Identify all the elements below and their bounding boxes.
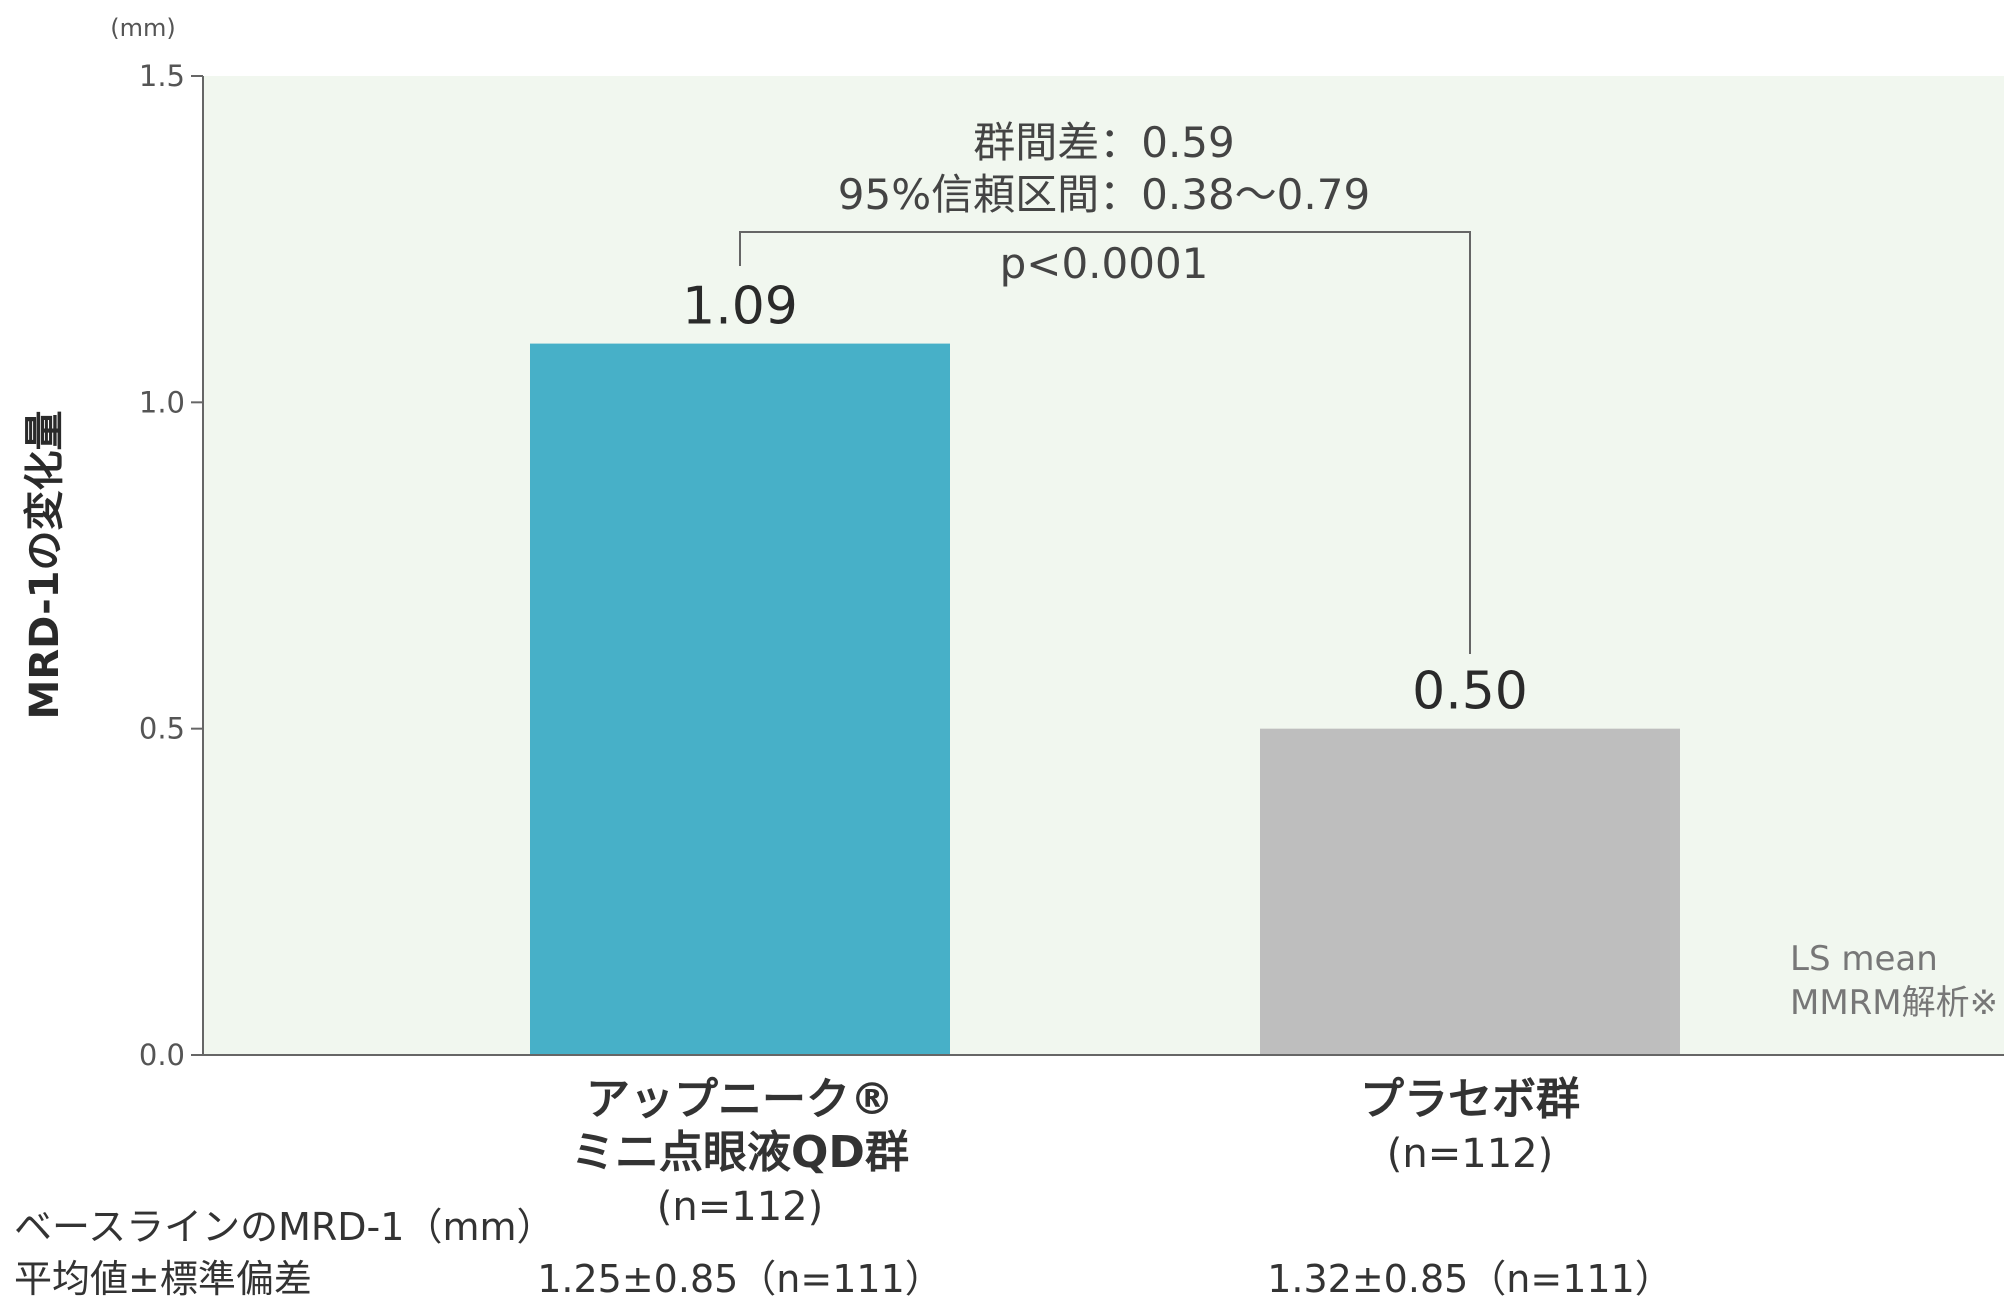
x-category-1-line-1: アップニーク®: [586, 1074, 894, 1125]
bracket-line: [739, 231, 1471, 654]
y-tick-label: 0.5: [139, 712, 185, 746]
bars-layer: 1.09 0.50: [530, 277, 1680, 1055]
x-category-2-line-1: プラセボ群: [1360, 1074, 1580, 1125]
x-category-1-line-2: ミニ点眼液QD群: [571, 1127, 909, 1178]
comparison-ci: 95%信頼区間：0.38～0.79: [838, 170, 1370, 219]
y-tick-label: 0.0: [139, 1038, 185, 1072]
bar-2-value-label: 0.50: [1412, 662, 1528, 722]
bar-2: [1260, 728, 1680, 1055]
comparison-difference: 群間差：0.59: [973, 118, 1235, 167]
x-category-1-n: (n=112): [657, 1184, 823, 1230]
y-axis-unit: (mm): [110, 14, 175, 42]
x-category-2: プラセボ群 (n=112): [1360, 1074, 1580, 1177]
bar-1: [530, 343, 950, 1055]
method-note-line-2: MMRM解析※: [1790, 983, 1998, 1023]
y-tick-label: 1.5: [139, 59, 185, 93]
x-category-1: アップニーク® ミニ点眼液QD群 (n=112): [571, 1074, 909, 1230]
comparison-p-value: p<0.0001: [1000, 239, 1209, 288]
baseline-value-1: 1.25±0.85（n=111）: [537, 1257, 943, 1300]
baseline-label-line-1: ベースラインのMRD-1（mm）: [14, 1205, 554, 1249]
baseline-label-line-2: 平均値±標準偏差: [14, 1257, 312, 1300]
method-note-line-1: LS mean: [1790, 939, 1938, 979]
y-tick-label: 1.0: [139, 385, 185, 419]
bar-1-value-label: 1.09: [682, 277, 798, 337]
plot-background: [203, 76, 2004, 1055]
x-category-2-n: (n=112): [1387, 1131, 1553, 1177]
baseline-value-2: 1.32±0.85（n=111）: [1267, 1257, 1673, 1300]
baseline-table: ベースラインのMRD-1（mm） 平均値±標準偏差 1.25±0.85（n=11…: [14, 1205, 1673, 1300]
y-axis: 0.0 0.5 1.0 1.5: [139, 59, 2004, 1072]
method-note: LS mean MMRM解析※: [1790, 939, 1998, 1023]
comparison-bracket: 群間差：0.59 95%信頼区間：0.38～0.79 p<0.0001: [739, 118, 1471, 654]
y-axis-title: MRD-1の変化量: [22, 411, 68, 720]
